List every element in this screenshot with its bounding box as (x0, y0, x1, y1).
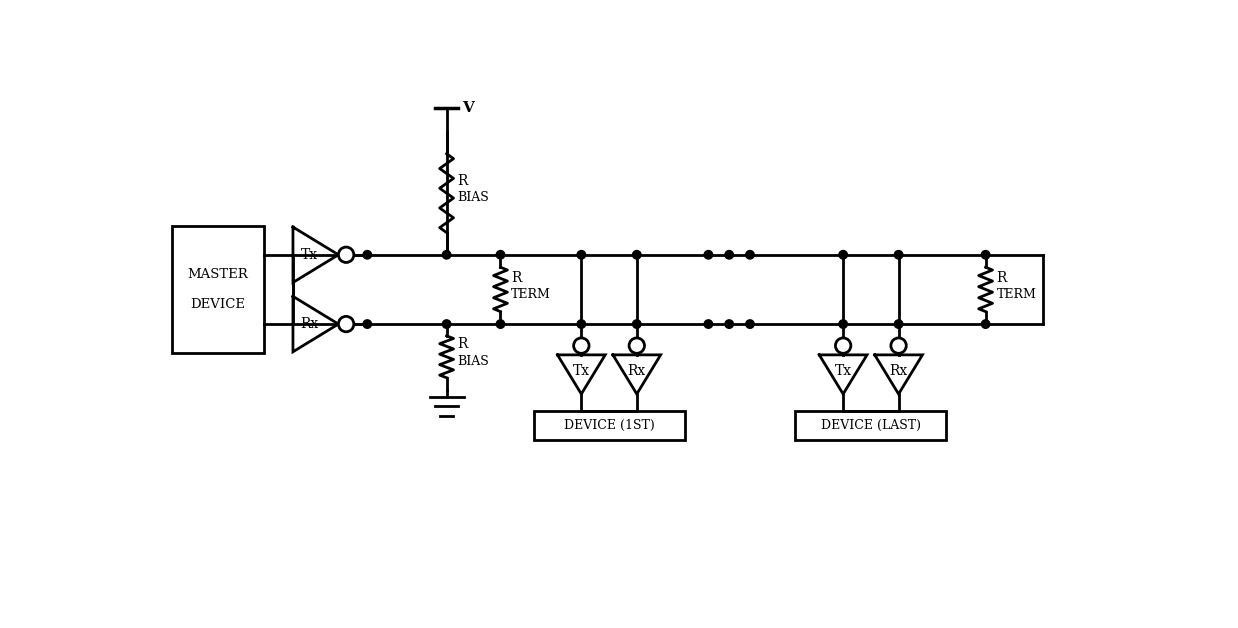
Text: Tx: Tx (301, 248, 318, 262)
Text: BIAS: BIAS (457, 192, 489, 204)
Text: Rx: Rx (889, 364, 907, 378)
Circle shape (704, 251, 713, 259)
Circle shape (839, 320, 847, 328)
Text: Tx: Tx (573, 364, 591, 378)
Text: R: R (997, 271, 1006, 285)
Text: DEVICE (LAST): DEVICE (LAST) (821, 419, 921, 432)
Circle shape (496, 320, 505, 328)
Circle shape (577, 320, 586, 328)
Text: R: R (511, 271, 521, 285)
Circle shape (725, 320, 733, 328)
Text: V: V (462, 102, 474, 116)
Circle shape (891, 338, 906, 354)
Circle shape (573, 338, 589, 354)
Text: DEVICE (1ST): DEVICE (1ST) (563, 419, 655, 432)
Text: MASTER: MASTER (187, 268, 249, 281)
Circle shape (894, 251, 903, 259)
Text: Rx: Rx (301, 317, 318, 331)
Circle shape (338, 317, 354, 332)
Text: Rx: Rx (628, 364, 646, 378)
Circle shape (982, 320, 990, 328)
Circle shape (894, 320, 903, 328)
Text: DEVICE: DEVICE (191, 298, 245, 311)
Text: TERM: TERM (997, 288, 1036, 301)
Circle shape (577, 251, 586, 259)
Circle shape (633, 320, 641, 328)
Circle shape (363, 251, 371, 259)
Circle shape (745, 251, 754, 259)
Text: BIAS: BIAS (457, 355, 489, 368)
Text: R: R (457, 174, 468, 188)
Circle shape (442, 251, 451, 259)
Circle shape (633, 251, 641, 259)
Circle shape (982, 251, 990, 259)
Circle shape (496, 251, 505, 259)
Circle shape (839, 251, 847, 259)
Circle shape (629, 338, 645, 354)
Circle shape (363, 320, 371, 328)
Text: R: R (457, 337, 468, 352)
Circle shape (745, 320, 754, 328)
Text: TERM: TERM (511, 288, 551, 301)
Circle shape (442, 320, 451, 328)
Circle shape (836, 338, 851, 354)
Circle shape (704, 320, 713, 328)
Circle shape (725, 251, 733, 259)
Circle shape (338, 247, 354, 263)
Text: Tx: Tx (834, 364, 852, 378)
